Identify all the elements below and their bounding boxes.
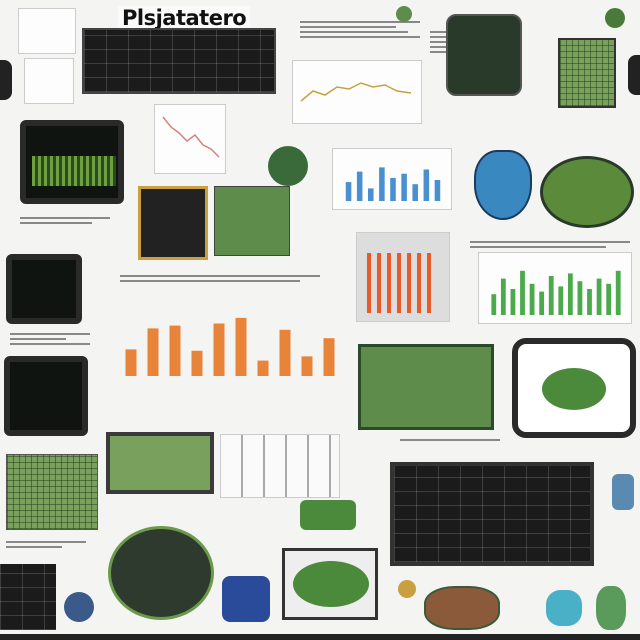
monitor-green-plot-inner: [32, 156, 116, 186]
bar-chart-green-svg: [491, 270, 621, 315]
monitor-green-organ-inner: [542, 368, 606, 410]
monitor-dark-left-lower: [4, 356, 88, 436]
caption-lines-top-center: [300, 18, 420, 41]
green-leaf-panel: [214, 186, 290, 256]
left-edge-bar: [0, 60, 12, 100]
blue-leaf-bottom: [64, 592, 94, 622]
green-badge-top: [396, 6, 412, 22]
bar-chart-orange: [110, 296, 350, 386]
green-chart-bar: [491, 294, 497, 315]
blue-chart-bar: [379, 167, 385, 201]
green-chart-bar: [500, 278, 506, 315]
green-chart-bar: [587, 289, 592, 315]
orange-chart-bar: [125, 349, 137, 376]
green-table-left: [6, 454, 98, 530]
orange-chart-bar: [279, 329, 291, 376]
green-chart-bar: [567, 273, 573, 315]
leaf-image-small: [268, 146, 308, 186]
caption-lines-mid-left: [10, 330, 90, 348]
line-chart-pink-svg: [162, 116, 220, 158]
bottom-edge-bar: [0, 634, 640, 640]
blue-chart-bar: [390, 177, 396, 201]
green-chart-bar: [539, 291, 545, 315]
caption-lines-bottom-left: [6, 538, 86, 551]
dark-panel-bottom-left: [0, 564, 56, 630]
framed-photo-dark: [138, 186, 208, 260]
line-chart-small-left: [24, 58, 74, 104]
blue-chart-bar: [412, 184, 418, 201]
orange-chart-bar: [323, 338, 335, 376]
bar-chart-green: [478, 252, 632, 324]
orange-plant-shapes: [367, 253, 437, 313]
blue-chart-bar: [434, 180, 441, 201]
green-chart-bar: [615, 270, 621, 315]
green-chart-bar: [558, 286, 564, 315]
orange-chart-bar: [235, 317, 247, 376]
blue-chart-bar: [401, 173, 407, 201]
caption-lines-mid-right: [470, 238, 630, 251]
line-chart-top-center: [292, 60, 422, 124]
green-round-organ-large: [108, 526, 214, 620]
caption-lines-mid-center: [120, 272, 320, 285]
green-chart-bar: [606, 283, 612, 315]
monitor-green-plot: [20, 120, 124, 204]
thumbnail-sketch-top-left: [18, 8, 76, 54]
green-plant-bottom-right: [596, 586, 626, 630]
device-monitor-top: [446, 14, 522, 96]
green-organ-image: [540, 156, 634, 228]
orange-chart-bar: [213, 323, 225, 376]
orange-chart-bar: [169, 325, 181, 376]
caption-lines-lower-center: [400, 436, 500, 444]
green-organ-monitor-inner: [293, 561, 369, 607]
sketch-grid-center: [220, 434, 340, 498]
green-chart-bar: [548, 276, 554, 315]
orange-chart-bar: [257, 360, 269, 376]
right-edge-bar: [628, 55, 640, 95]
monitor-dark-left: [6, 254, 82, 324]
blue-yellow-image: [222, 576, 270, 622]
line-chart-top-center-svg: [300, 82, 412, 102]
blue-chart-bar: [368, 188, 374, 201]
bar-chart-blue: [332, 148, 452, 210]
blue-chart-bar: [423, 169, 430, 201]
cyan-organ-bottom: [546, 590, 582, 626]
blue-device-right: [612, 474, 634, 510]
dark-grid-panel-top: [82, 28, 276, 94]
green-chart-bar: [510, 289, 516, 315]
green-chart-bar: [529, 283, 535, 315]
brain-organ-bottom: [424, 586, 500, 630]
orange-chart-bar: [301, 356, 313, 376]
dark-waveform-panel: [390, 462, 594, 566]
yellow-badge-bottom: [398, 580, 416, 598]
green-device-small: [300, 500, 356, 530]
green-chart-bar: [577, 281, 583, 315]
blue-chart-bar: [356, 171, 363, 201]
bar-chart-orange-svg: [125, 317, 335, 376]
poster-title: Plsjatatero: [118, 6, 251, 30]
blue-organ-image: [474, 150, 532, 220]
monitor-green-organ: [512, 338, 636, 438]
orange-chart-bar: [147, 328, 159, 376]
green-badge-top-right: [605, 8, 625, 28]
green-chart-bar: [520, 270, 525, 315]
green-monitor-center: [106, 432, 214, 494]
green-organ-monitor: [282, 548, 378, 620]
bar-chart-blue-svg: [345, 167, 441, 201]
green-chart-bar: [596, 278, 602, 315]
orange-plant-panel: [356, 232, 450, 322]
orange-chart-bar: [191, 350, 203, 376]
green-panel-top-right: [558, 38, 616, 108]
blue-chart-bar: [345, 182, 352, 201]
caption-lines-center: [20, 214, 110, 227]
line-chart-pink: [154, 104, 226, 174]
green-circuit-panel: [358, 344, 494, 430]
